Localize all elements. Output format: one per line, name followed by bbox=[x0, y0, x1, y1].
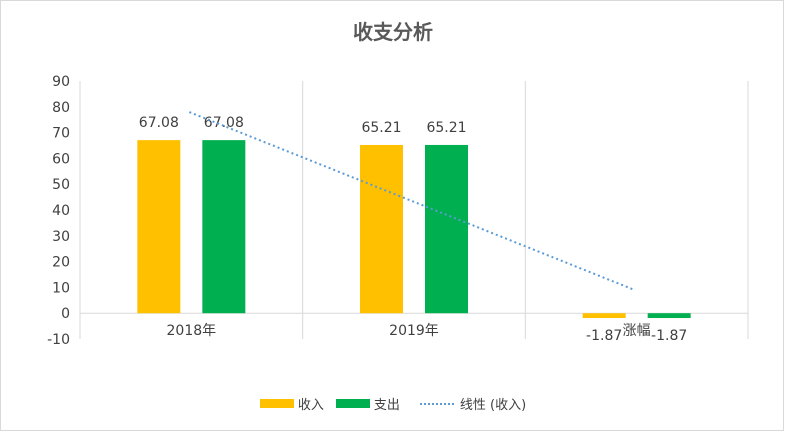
bar-expense bbox=[202, 140, 246, 314]
legend-label-trendline: 线性 (收入) bbox=[459, 398, 527, 413]
legend-item-expense: 支出 bbox=[335, 394, 400, 413]
x-tick-label: 涨幅 bbox=[623, 323, 651, 339]
legend-swatch-income bbox=[259, 399, 294, 408]
bar-income bbox=[137, 140, 181, 314]
legend-item-income: 收入 bbox=[259, 394, 324, 413]
legend-label-income: 收入 bbox=[297, 398, 324, 413]
y-tick-label: -10 bbox=[47, 332, 70, 348]
bar-income bbox=[360, 144, 403, 314]
y-tick-label: 50 bbox=[52, 177, 70, 193]
bar-expense bbox=[425, 144, 468, 314]
data-label: 67.08 bbox=[139, 115, 179, 131]
y-tick-label: 20 bbox=[52, 255, 70, 271]
y-tick-label: 0 bbox=[61, 306, 70, 322]
y-tick-label: 10 bbox=[52, 280, 70, 296]
data-label: 65.21 bbox=[426, 120, 466, 136]
x-tick-label: 2018年 bbox=[167, 323, 217, 339]
legend-label-expense: 支出 bbox=[373, 398, 400, 413]
bar-income bbox=[582, 313, 626, 319]
y-tick-label: 70 bbox=[52, 126, 70, 142]
y-tick-label: 60 bbox=[52, 151, 70, 167]
y-tick-label: 80 bbox=[52, 100, 70, 116]
data-label: -1.87 bbox=[586, 328, 622, 344]
data-label: 65.21 bbox=[361, 120, 401, 136]
data-label: 67.08 bbox=[204, 115, 244, 131]
y-tick-label: 30 bbox=[52, 229, 70, 245]
y-tick-label: 40 bbox=[52, 203, 70, 219]
bar-expense bbox=[647, 313, 691, 319]
legend-item-trendline: 线性 (收入) bbox=[419, 394, 527, 413]
legend-swatch-expense bbox=[335, 399, 370, 408]
trendline-income bbox=[188, 111, 636, 291]
legend: 收入 支出 线性 (收入) bbox=[0, 394, 786, 413]
y-tick-label: 90 bbox=[52, 74, 70, 90]
data-label: -1.87 bbox=[651, 328, 687, 344]
legend-swatch-trendline bbox=[419, 402, 454, 405]
chart-title: 收支分析 bbox=[353, 20, 433, 44]
x-tick-label: 2019年 bbox=[389, 323, 439, 339]
